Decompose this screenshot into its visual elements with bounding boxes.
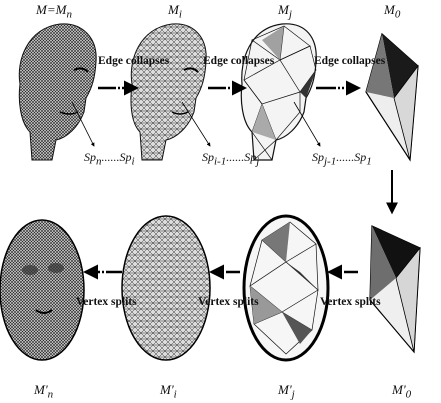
- split-record-arrow-1: [71, 101, 95, 147]
- received-base-mesh-m0: [369, 225, 421, 354]
- head-mesh-mj: [240, 23, 317, 161]
- split-sequence-3: Spj-1......Sp1: [312, 150, 372, 168]
- label-m-0: M0: [384, 2, 401, 21]
- reconstructed-mesh-mn: [0, 219, 85, 361]
- label-m-prime-i: M'i: [160, 382, 177, 401]
- label-m-prime-j: M'j: [278, 382, 295, 401]
- reconstructed-mesh-mi: [121, 215, 211, 361]
- vertex-splits-label-3: Vertex splits: [76, 296, 137, 308]
- edge-collapses-label-3: Edge collapses: [314, 55, 386, 67]
- label-m-j: Mj: [278, 2, 292, 21]
- split-sequence-1: Spn......Spi: [84, 150, 135, 168]
- split-record-arrow-2: [181, 101, 211, 147]
- edge-collapses-label-1: Edge collapses: [98, 55, 170, 67]
- base-mesh-m0: [365, 32, 419, 162]
- head-mesh-mi: [130, 23, 207, 161]
- label-m-n: M=Mn: [36, 2, 72, 21]
- edge-collapses-label-2: Edge collapses: [203, 55, 275, 67]
- vertex-splits-label-2: Vertex splits: [198, 296, 259, 308]
- head-mesh-mn: [18, 23, 97, 161]
- split-record-arrow-3: [293, 101, 321, 147]
- label-m-prime-0: M'0: [392, 382, 412, 401]
- split-sequence-2: Spi-1......Spj: [202, 150, 260, 168]
- vertex-splits-label-1: Vertex splits: [320, 296, 381, 308]
- reconstructed-mesh-mj: [242, 214, 330, 362]
- label-m-prime-n: M'n: [34, 382, 54, 401]
- label-m-i: Mi: [168, 2, 182, 21]
